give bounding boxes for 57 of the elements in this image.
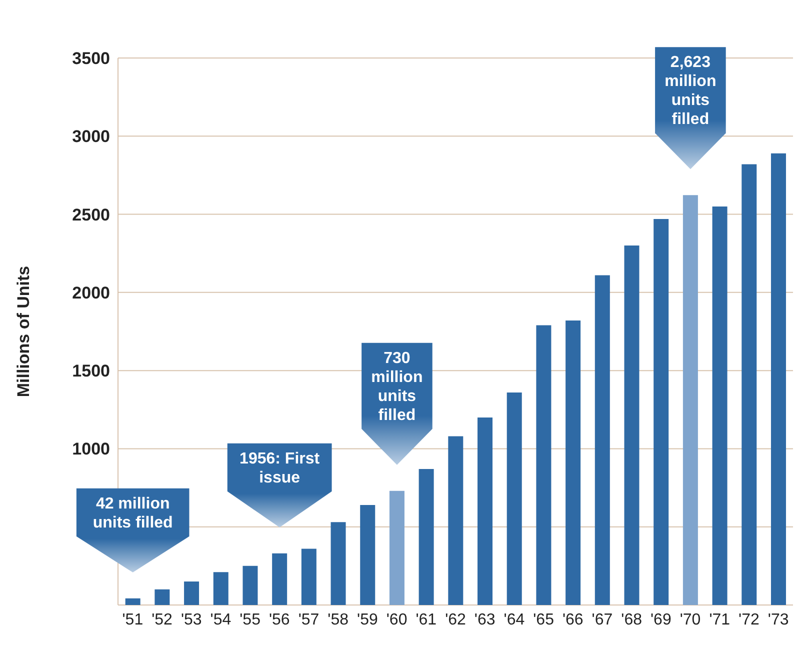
x-tick-label: '63 <box>474 611 496 628</box>
bar <box>448 436 464 605</box>
y-tick-label: 2000 <box>72 283 110 302</box>
bar <box>506 392 522 605</box>
bar <box>682 195 698 605</box>
bar <box>330 522 346 605</box>
x-tick-label: '68 <box>621 611 642 628</box>
x-tick-label: '54 <box>210 611 232 628</box>
annotation: 2,623 million units filled <box>664 54 716 128</box>
bar <box>566 320 581 605</box>
y-tick-label: 2500 <box>72 205 110 224</box>
y-tick-label: 1000 <box>72 440 110 459</box>
x-tick-label: '72 <box>738 611 760 628</box>
x-tick-label: '71 <box>709 611 730 628</box>
bar <box>242 566 258 605</box>
x-tick-label: '56 <box>268 611 290 628</box>
y-tick-label: 3500 <box>72 49 110 68</box>
bar <box>712 206 728 605</box>
x-tick-label: '67 <box>592 611 613 628</box>
bar <box>478 417 493 605</box>
x-tick-label: '61 <box>416 611 437 628</box>
annotation: 1956: First issue <box>240 450 320 486</box>
x-tick-label: '51 <box>122 611 144 628</box>
x-tick-label: '65 <box>533 611 554 628</box>
bar <box>389 490 404 605</box>
x-tick-label: '62 <box>445 611 466 628</box>
bar <box>125 598 140 605</box>
y-axis-title: Millions of Units <box>14 266 34 398</box>
bar <box>770 153 786 605</box>
bar <box>624 246 640 605</box>
y-tick-label: 1500 <box>72 362 110 381</box>
x-tick-label: '70 <box>680 611 701 628</box>
bar <box>594 275 610 605</box>
bar <box>154 589 170 605</box>
x-tick-label: '59 <box>357 611 378 628</box>
x-tick-label: '52 <box>152 611 173 628</box>
bar <box>184 582 200 605</box>
y-tick-label: 3000 <box>72 127 110 146</box>
x-tick-label: '64 <box>504 611 525 628</box>
annotation: 730 million units filled <box>371 350 423 424</box>
bar <box>742 164 757 605</box>
bar <box>360 504 376 605</box>
bar <box>301 548 316 605</box>
x-tick-label: '60 <box>386 611 408 628</box>
x-tick-label: '73 <box>768 611 789 628</box>
x-tick-label: '57 <box>298 611 320 628</box>
bar <box>654 218 669 605</box>
bar <box>536 325 552 605</box>
x-tick-label: '53 <box>180 611 202 628</box>
bar <box>418 469 434 605</box>
x-tick-label: '69 <box>650 611 672 628</box>
bar <box>272 553 288 605</box>
x-tick-label: '55 <box>240 611 261 628</box>
x-tick-label: '58 <box>328 611 349 628</box>
annotation: 42 million units filled <box>92 495 173 532</box>
x-tick-label: '66 <box>562 611 584 628</box>
bar <box>213 572 228 605</box>
